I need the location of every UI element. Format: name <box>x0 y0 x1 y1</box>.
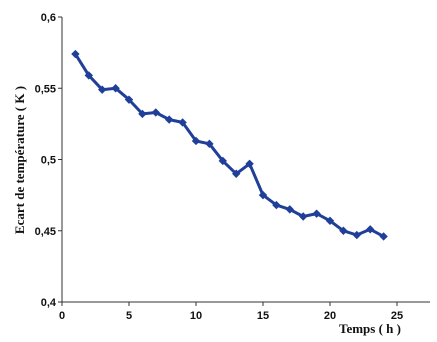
data-point-marker <box>71 49 80 59</box>
data-point-marker <box>111 84 120 93</box>
data-point-marker <box>299 212 308 221</box>
x-axis-title: Temps ( h ) <box>339 321 401 336</box>
data-point-marker <box>165 115 174 124</box>
y-tick-label: 0,6 <box>41 12 56 24</box>
data-point-marker <box>379 232 388 241</box>
x-tick-label: 20 <box>324 310 336 322</box>
y-tick-label: 0,45 <box>35 226 56 238</box>
x-tick-label: 10 <box>190 310 202 322</box>
y-tick-label: 0,5 <box>41 155 56 167</box>
data-point-marker <box>191 136 201 146</box>
y-tick-label: 0,55 <box>35 83 56 95</box>
x-tick-label: 25 <box>391 310 403 322</box>
series-markers <box>71 49 388 241</box>
series-line <box>74 53 385 238</box>
data-point-marker <box>151 108 160 117</box>
data-point-marker <box>232 169 241 178</box>
data-point-marker <box>352 230 361 240</box>
x-tick-label: 5 <box>126 310 132 322</box>
data-point-marker <box>339 226 348 235</box>
data-point-marker <box>205 139 214 149</box>
data-point-marker <box>285 205 294 214</box>
data-point-marker <box>218 156 227 166</box>
data-point-marker <box>84 71 93 80</box>
y-axis-title: Ecart de température ( K ) <box>12 86 27 234</box>
data-point-marker <box>312 209 321 218</box>
x-tick-labels: 0 5 10 15 20 25 <box>59 310 403 322</box>
axis-ticks <box>58 16 398 306</box>
x-tick-label: 0 <box>59 310 65 322</box>
y-tick-label: 0,4 <box>41 297 57 309</box>
data-point-marker <box>245 159 254 168</box>
y-tick-labels: 0,4 0,45 0,5 0,55 0,6 <box>35 12 57 309</box>
x-tick-label: 15 <box>257 310 269 322</box>
data-point-marker <box>124 95 134 104</box>
data-point-marker <box>325 216 335 225</box>
data-point-marker <box>98 85 107 94</box>
data-point-marker <box>258 190 268 200</box>
data-point-marker <box>178 118 187 127</box>
data-point-marker <box>272 200 281 210</box>
data-point-marker <box>138 109 147 119</box>
data-point-marker <box>366 225 375 234</box>
